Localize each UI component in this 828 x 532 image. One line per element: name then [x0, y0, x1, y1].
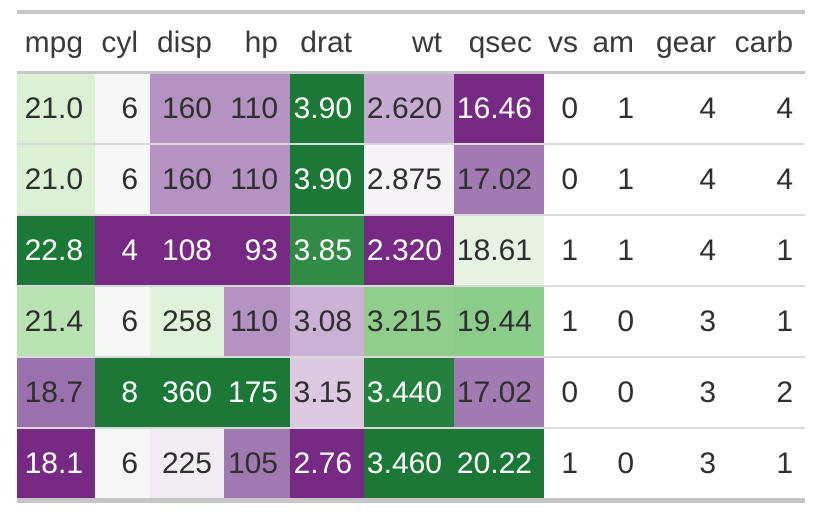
cell-gear: 4	[646, 72, 728, 145]
cell-mpg: 21.0	[17, 144, 95, 216]
cell-drat: 3.15	[290, 357, 364, 429]
cell-gear: 3	[646, 286, 728, 358]
cell-carb: 2	[728, 357, 805, 429]
cell-vs: 1	[544, 215, 590, 287]
column-header-qsec: qsec	[454, 10, 544, 74]
table-row: 21.0 6 160 110 3.90 2.620 16.46 0 1 4 4	[17, 72, 805, 145]
cell-am: 0	[590, 428, 646, 503]
cell-drat: 3.85	[290, 215, 364, 287]
cell-hp: 110	[224, 72, 290, 145]
column-header-vs: vs	[544, 10, 590, 74]
cell-cyl: 6	[95, 428, 150, 503]
cell-am: 0	[590, 286, 646, 358]
cell-drat: 3.08	[290, 286, 364, 358]
cell-cyl: 6	[95, 286, 150, 358]
cell-mpg: 21.0	[17, 72, 95, 145]
cell-wt: 2.320	[364, 215, 454, 287]
cell-hp: 93	[224, 215, 290, 287]
column-header-gear: gear	[646, 10, 728, 74]
cell-drat: 3.90	[290, 144, 364, 216]
cell-drat: 3.90	[290, 72, 364, 145]
cell-disp: 258	[150, 286, 224, 358]
cell-cyl: 8	[95, 357, 150, 429]
column-header-disp: disp	[150, 10, 224, 74]
cell-qsec: 17.02	[454, 144, 544, 216]
table-viewer: mpg cyl disp hp drat wt qsec vs am gear carb 21.0 6…	[17, 10, 805, 503]
cell-carb: 1	[728, 215, 805, 287]
cell-carb: 1	[728, 286, 805, 358]
column-header-mpg: mpg	[17, 10, 95, 74]
column-header-cyl: cyl	[95, 10, 150, 74]
cell-mpg: 21.4	[17, 286, 95, 358]
cell-cyl: 4	[95, 215, 150, 287]
column-header-hp: hp	[224, 10, 290, 74]
cell-wt: 3.215	[364, 286, 454, 358]
cell-qsec: 16.46	[454, 72, 544, 145]
cell-qsec: 17.02	[454, 357, 544, 429]
table-row: 21.0 6 160 110 3.90 2.875 17.02 0 1 4 4	[17, 144, 805, 216]
column-header-am: am	[590, 10, 646, 74]
cell-qsec: 20.22	[454, 428, 544, 503]
cell-drat: 2.76	[290, 428, 364, 503]
cell-cyl: 6	[95, 144, 150, 216]
cell-wt: 2.620	[364, 72, 454, 145]
cell-gear: 3	[646, 357, 728, 429]
cell-mpg: 22.8	[17, 215, 95, 287]
cell-hp: 110	[224, 144, 290, 216]
cell-carb: 1	[728, 428, 805, 503]
cell-am: 1	[590, 72, 646, 145]
header-row: mpg cyl disp hp drat wt qsec vs am gear carb	[17, 10, 805, 74]
cell-disp: 360	[150, 357, 224, 429]
cell-mpg: 18.1	[17, 428, 95, 503]
cell-gear: 3	[646, 428, 728, 503]
cell-am: 1	[590, 215, 646, 287]
mtcars-heatmap-table: mpg cyl disp hp drat wt qsec vs am gear carb 21.0 6…	[17, 10, 805, 503]
cell-disp: 108	[150, 215, 224, 287]
column-header-carb: carb	[728, 10, 805, 74]
cell-disp: 160	[150, 72, 224, 145]
cell-am: 0	[590, 357, 646, 429]
cell-gear: 4	[646, 215, 728, 287]
table-row: 22.8 4 108 93 3.85 2.320 18.61 1 1 4 1	[17, 215, 805, 287]
cell-disp: 160	[150, 144, 224, 216]
cell-wt: 3.460	[364, 428, 454, 503]
cell-hp: 105	[224, 428, 290, 503]
cell-disp: 225	[150, 428, 224, 503]
cell-vs: 0	[544, 357, 590, 429]
cell-vs: 1	[544, 286, 590, 358]
column-header-wt: wt	[364, 10, 454, 74]
column-header-drat: drat	[290, 10, 364, 74]
cell-hp: 175	[224, 357, 290, 429]
cell-vs: 1	[544, 428, 590, 503]
cell-cyl: 6	[95, 72, 150, 145]
table-row: 18.1 6 225 105 2.76 3.460 20.22 1 0 3 1	[17, 428, 805, 503]
cell-qsec: 19.44	[454, 286, 544, 358]
table-row: 21.4 6 258 110 3.08 3.215 19.44 1 0 3 1	[17, 286, 805, 358]
cell-hp: 110	[224, 286, 290, 358]
cell-vs: 0	[544, 144, 590, 216]
cell-wt: 3.440	[364, 357, 454, 429]
cell-wt: 2.875	[364, 144, 454, 216]
cell-vs: 0	[544, 72, 590, 145]
cell-gear: 4	[646, 144, 728, 216]
table-row: 18.7 8 360 175 3.15 3.440 17.02 0 0 3 2	[17, 357, 805, 429]
cell-carb: 4	[728, 72, 805, 145]
cell-qsec: 18.61	[454, 215, 544, 287]
table-body: 21.0 6 160 110 3.90 2.620 16.46 0 1 4 4 21.0 6 160 110…	[17, 72, 805, 503]
cell-am: 1	[590, 144, 646, 216]
cell-mpg: 18.7	[17, 357, 95, 429]
cell-carb: 4	[728, 144, 805, 216]
